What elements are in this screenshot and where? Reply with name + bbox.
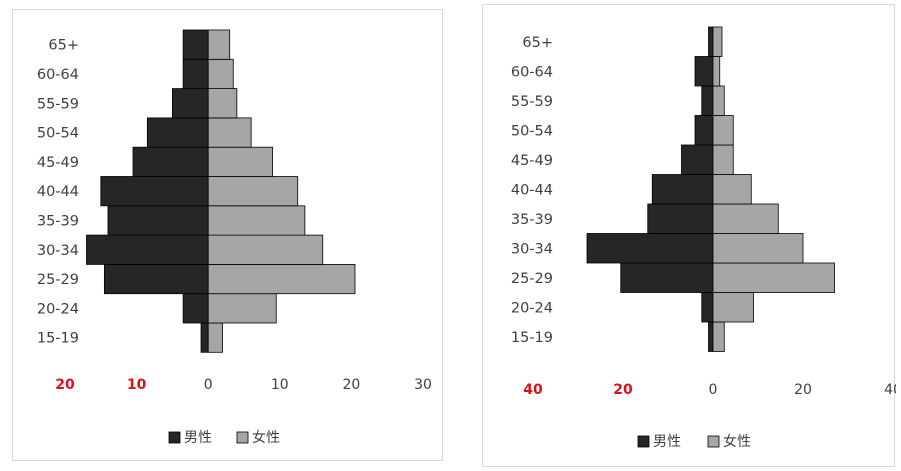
- legend-label-female: 女性: [252, 429, 280, 446]
- bar-male-40-44: [651, 174, 714, 205]
- bar-female-15-19: [207, 322, 223, 353]
- bar-male-50-54: [694, 115, 714, 146]
- pyramid-chart-2: 男性 女性 15-19 20-24 25-29 30-34 35-39 40-44 45-4…: [482, 4, 896, 467]
- category-label: 65+: [48, 38, 79, 54]
- bar-male-20-24: [701, 292, 714, 323]
- legend: 男性 女性: [637, 433, 751, 450]
- bar-female-45-49: [712, 144, 734, 175]
- category-label: 35-39: [37, 213, 79, 229]
- category-label: 15-19: [37, 331, 79, 347]
- category-label: 45-49: [511, 153, 553, 169]
- bar-female-55-59: [207, 88, 238, 119]
- legend-label-male: 男性: [184, 430, 212, 446]
- bar-female-15-19: [712, 321, 725, 352]
- bar-female-55-59: [712, 85, 725, 116]
- bar-female-60-64: [207, 58, 234, 89]
- category-label: 60-64: [511, 64, 553, 80]
- legend-swatch-male: [168, 431, 181, 444]
- category-label: 55-59: [511, 94, 553, 110]
- bar-female-30-34: [207, 234, 324, 265]
- bar-female-50-54: [712, 115, 734, 146]
- category-label: 30-34: [37, 243, 79, 259]
- bar-female-65+: [712, 26, 723, 57]
- category-label: 35-39: [511, 212, 553, 228]
- category-label: 30-34: [511, 241, 553, 257]
- bar-male-30-34: [586, 233, 714, 264]
- bar-male-60-64: [182, 58, 209, 89]
- bar-female-45-49: [207, 146, 274, 177]
- category-label: 40-44: [511, 182, 553, 198]
- bar-female-25-29: [207, 263, 356, 295]
- legend-swatch-female: [236, 431, 249, 444]
- bar-male-20-24: [182, 293, 209, 324]
- category-label: 40-44: [37, 184, 79, 200]
- bar-male-35-39: [647, 203, 714, 234]
- category-label: 55-59: [37, 96, 79, 112]
- pyramid-chart-1: 男性 女性 15-19 20-24 25-29 30-34 35-39 40-44 45-4…: [12, 9, 443, 461]
- category-label: 50-54: [37, 126, 79, 142]
- category-label: 25-29: [511, 271, 553, 287]
- category-label: 65+: [522, 35, 553, 51]
- x-tick-label: 20: [55, 377, 75, 393]
- plot-area: 15-19 20-24 25-29 30-34 35-39 40-44 45-49 50-54…: [37, 29, 432, 393]
- category-label: 15-19: [511, 330, 553, 346]
- category-label: 45-49: [37, 155, 79, 171]
- bar-female-20-24: [712, 292, 754, 323]
- legend: 男性 女性: [168, 429, 280, 446]
- bar-male-40-44: [100, 176, 209, 207]
- legend-swatch-female: [707, 435, 720, 448]
- bar-male-45-49: [681, 144, 714, 175]
- category-label: 25-29: [37, 272, 79, 288]
- bar-male-55-59: [171, 88, 209, 119]
- pyramid-chart-2-svg: 男性 女性 15-19 20-24 25-29 30-34 35-39 40-44 45-4…: [511, 26, 896, 450]
- bar-male-65+: [182, 29, 209, 60]
- category-label: 50-54: [511, 123, 553, 139]
- legend-label-female: 女性: [723, 433, 751, 450]
- bar-male-25-29: [103, 263, 209, 295]
- x-tick-label: 0: [709, 382, 718, 398]
- bar-female-35-39: [712, 203, 779, 234]
- bar-male-50-54: [146, 117, 209, 148]
- bar-female-40-44: [712, 174, 752, 205]
- bar-male-65+: [708, 26, 714, 57]
- x-tick-label: 20: [613, 382, 633, 398]
- bar-female-65+: [207, 29, 231, 60]
- bar-female-50-54: [207, 117, 252, 148]
- pyramid-chart-1-svg: 男性 女性 15-19 20-24 25-29 30-34 35-39 40-44 45-4…: [37, 29, 432, 446]
- legend-swatch-male: [637, 435, 650, 448]
- bar-female-30-34: [712, 233, 804, 264]
- plot-area: 15-19 20-24 25-29 30-34 35-39 40-44 45-49 50-54…: [511, 26, 896, 398]
- x-tick-label: 0: [204, 377, 213, 393]
- bar-male-45-49: [132, 146, 209, 177]
- x-tick-label: 10: [271, 377, 289, 393]
- bar-male-15-19: [708, 321, 714, 352]
- category-label: 20-24: [511, 300, 553, 316]
- bar-female-35-39: [207, 205, 306, 236]
- bar-female-25-29: [712, 262, 835, 293]
- bar-female-20-24: [207, 293, 277, 324]
- bar-female-40-44: [207, 176, 299, 207]
- x-tick-label: 40: [884, 382, 896, 398]
- bar-male-25-29: [620, 262, 714, 293]
- bar-male-35-39: [107, 205, 209, 236]
- bar-male-60-64: [694, 56, 714, 87]
- bar-male-15-19: [200, 322, 209, 353]
- x-tick-label: 30: [414, 377, 432, 393]
- category-label: 60-64: [37, 67, 79, 83]
- bar-male-30-34: [86, 234, 209, 265]
- bar-female-60-64: [712, 56, 721, 87]
- bar-male-55-59: [701, 85, 714, 116]
- x-tick-label: 20: [794, 382, 812, 398]
- x-tick-label: 40: [523, 382, 543, 398]
- legend-label-male: 男性: [653, 434, 681, 450]
- category-label: 20-24: [37, 301, 79, 317]
- x-tick-label: 20: [342, 377, 360, 393]
- x-tick-label: 10: [127, 377, 147, 393]
